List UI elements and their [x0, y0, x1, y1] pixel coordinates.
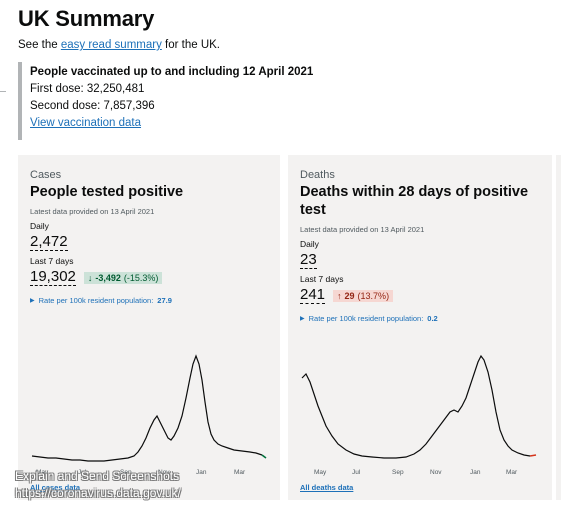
cases-chart: May Jul Sep Nov Jan Mar — [31, 354, 267, 476]
cases-rate-label: Rate per 100k resident population: — [38, 296, 154, 305]
cases-change-pct: (-15.3%) — [123, 272, 159, 283]
cases-month-label: Jan — [196, 469, 207, 476]
cases-category: Cases — [30, 169, 62, 181]
deaths-chart: May Jul Sep Nov Jan Mar — [301, 354, 537, 476]
deaths-category: Deaths — [300, 169, 335, 181]
page-title: UK Summary — [18, 6, 155, 31]
cases-chart-line — [31, 354, 263, 462]
all-cases-data-link[interactable]: All cases data — [30, 483, 81, 492]
cases-month-label: Jul — [78, 469, 87, 476]
cases-rate-toggle[interactable]: ▶ Rate per 100k resident population: 27.… — [30, 296, 268, 305]
cases-daily-label: Daily — [30, 221, 49, 231]
watermark-line-2: https://coronavirus.data.gov.uk/ — [15, 486, 181, 500]
cases-week-row: 19,302 ↓ -3,492 (-15.3%) — [30, 266, 268, 286]
deaths-daily-value[interactable]: 23 — [300, 251, 317, 269]
deaths-change-value: 29 — [344, 290, 355, 301]
cases-month-label: Mar — [234, 469, 246, 476]
all-deaths-data-link[interactable]: All deaths data — [300, 483, 354, 492]
deaths-month-label: Jul — [352, 469, 361, 476]
deaths-month-label: Nov — [430, 469, 442, 476]
intro-suffix: for the UK. — [161, 39, 220, 51]
cases-month-label: Nov — [158, 469, 170, 476]
deaths-rate-label: Rate per 100k resident population: — [308, 314, 424, 323]
triangle-right-icon: ▶ — [30, 298, 35, 304]
cases-change-badge: ↓ -3,492 (-15.3%) — [83, 271, 163, 284]
up-arrow-icon: ↑ — [337, 290, 342, 301]
cases-rate-value: 27.9 — [157, 296, 172, 305]
cases-change-value: -3,492 — [95, 272, 121, 283]
watermark-line-1: Explain and Send Screenshots — [15, 469, 180, 483]
vaccination-heading: People vaccinated up to and including 12… — [30, 66, 314, 78]
deaths-daily-label: Daily — [300, 239, 319, 249]
view-vaccination-data-link[interactable]: View vaccination data — [30, 117, 142, 129]
deaths-week-value[interactable]: 241 — [300, 286, 326, 304]
deaths-rate-toggle[interactable]: ▶ Rate per 100k resident population: 0.2 — [300, 314, 540, 323]
easy-read-summary-link[interactable]: easy read summary — [60, 39, 162, 51]
cases-month-label: Sep — [120, 469, 132, 476]
cases-card: Cases People tested positive Latest data… — [18, 155, 280, 500]
deaths-rate-value: 0.2 — [427, 314, 438, 323]
deaths-week-label: Last 7 days — [300, 274, 344, 284]
deaths-chart-line — [301, 354, 531, 459]
deaths-latest-segment — [529, 454, 537, 457]
deaths-week-row: 241 ↑ 29 (13.7%) — [300, 284, 540, 304]
deaths-title[interactable]: Deaths within 28 days of positive test — [300, 184, 529, 218]
intro-prefix: See the — [18, 39, 61, 51]
cases-week-label: Last 7 days — [30, 256, 74, 266]
deaths-month-label: Sep — [392, 469, 404, 476]
triangle-right-icon: ▶ — [300, 316, 305, 322]
intro-text: See the easy read summary for the UK. — [18, 39, 220, 51]
first-dose-text: First dose: 32,250,481 — [30, 83, 145, 95]
deaths-date: Latest data provided on 13 April 2021 — [300, 225, 425, 234]
deaths-card: Deaths Deaths within 28 days of positive… — [288, 155, 552, 500]
cases-latest-segment — [261, 454, 267, 459]
next-card-sliver — [556, 155, 561, 500]
side-tick — [0, 91, 6, 92]
vaccination-panel: People vaccinated up to and including 12… — [18, 62, 318, 140]
second-dose-text: Second dose: 7,857,396 — [30, 100, 155, 112]
cases-date: Latest data provided on 13 April 2021 — [30, 207, 155, 216]
cases-week-value[interactable]: 19,302 — [30, 268, 76, 286]
cases-daily-value[interactable]: 2,472 — [30, 233, 68, 251]
cases-month-label: May — [36, 469, 49, 476]
deaths-month-label: Jan — [470, 469, 481, 476]
deaths-change-badge: ↑ 29 (13.7%) — [333, 289, 394, 302]
watermark: Explain and Send Screenshots https://cor… — [15, 468, 181, 502]
deaths-month-label: May — [314, 469, 327, 476]
cases-title[interactable]: People tested positive — [30, 184, 184, 200]
down-arrow-icon: ↓ — [87, 272, 93, 283]
deaths-month-label: Mar — [506, 469, 518, 476]
deaths-change-pct: (13.7%) — [357, 290, 390, 301]
